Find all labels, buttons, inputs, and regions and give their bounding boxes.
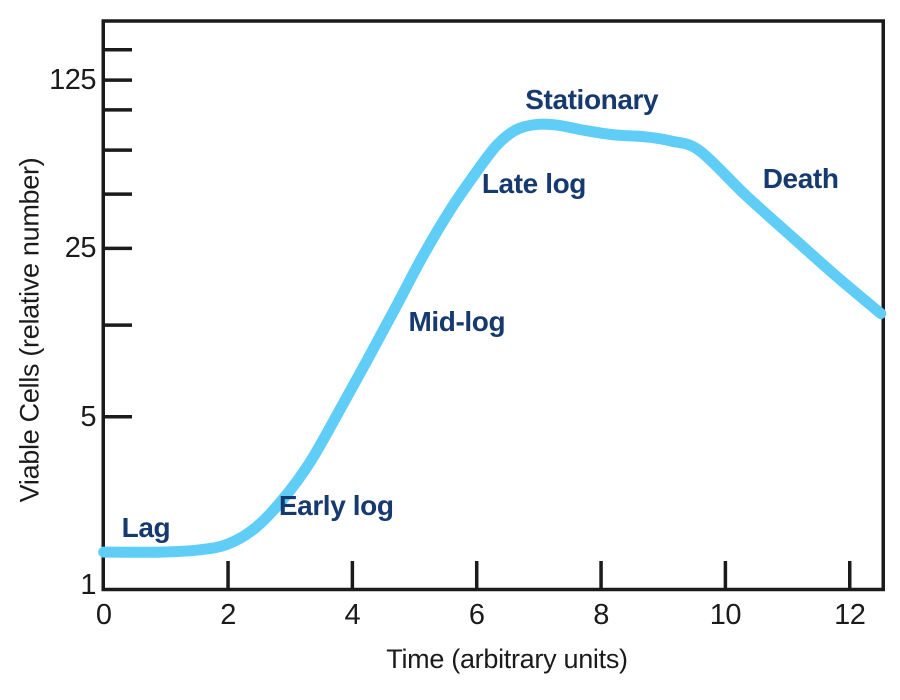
y-axis-tick-marks	[104, 48, 132, 419]
x-axis-title: Time (arbitrary units)	[386, 644, 628, 674]
annotation-lag: Lag	[121, 512, 171, 544]
y-tick-label-125: 125	[49, 64, 96, 97]
x-tick-label-12: 12	[834, 599, 866, 631]
growth-curve-line	[98, 118, 887, 558]
annotation-late-log: Late log	[481, 167, 587, 199]
x-tick-label-0: 0	[95, 599, 112, 631]
x-tick-label-2: 2	[220, 599, 236, 631]
x-tick-label-6: 6	[468, 599, 485, 631]
y-tick-label-5: 5	[80, 400, 96, 433]
annotation-stationary: Stationary	[525, 84, 659, 116]
x-tick-label-10: 10	[709, 599, 742, 631]
y-axis-title: Viable Cells (relative number)	[14, 157, 45, 503]
annotation-early-log: Early log	[278, 489, 394, 521]
y-tick-label-1: 1	[80, 569, 96, 601]
x-tick-label-8: 8	[593, 599, 609, 631]
plot-frame	[101, 19, 885, 592]
x-axis-tick-marks	[226, 561, 852, 589]
x-tick-label-4: 4	[344, 599, 361, 631]
y-tick-label-25: 25	[64, 232, 97, 265]
annotation-death: Death	[762, 163, 839, 195]
annotation-mid-log: Mid-log	[408, 305, 506, 337]
